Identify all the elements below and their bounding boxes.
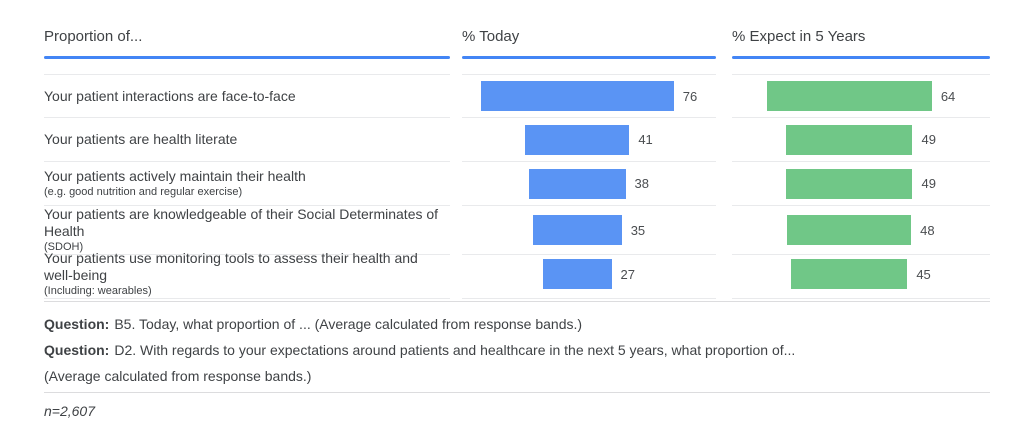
expect-bar-cell: 49 bbox=[732, 162, 990, 206]
expect-bar bbox=[766, 81, 932, 111]
row-label-cell: Your patients are health literate bbox=[44, 118, 450, 162]
row-label: Your patients actively maintain their he… bbox=[44, 168, 306, 184]
expect-bar-cell: 49 bbox=[732, 118, 990, 162]
column-header-proportion-of: Proportion of... bbox=[44, 28, 450, 59]
header-underline bbox=[732, 56, 990, 59]
column-gap bbox=[450, 28, 462, 59]
row-label-cell: Your patients are knowledgeable of their… bbox=[44, 206, 450, 255]
table-header: Proportion of... % Today % Expect in 5 Y… bbox=[44, 28, 990, 59]
question-1-text: B5. Today, what proportion of ... (Avera… bbox=[114, 316, 583, 332]
expect-bar-value: 45 bbox=[916, 266, 931, 282]
question-line-3: (Average calculated from response bands.… bbox=[44, 363, 990, 389]
question-footnotes: Question: B5. Today, what proportion of .… bbox=[44, 311, 990, 389]
today-bar bbox=[480, 81, 674, 111]
table-row: Your patients actively maintain their he… bbox=[44, 162, 990, 206]
today-bar-cell: 35 bbox=[462, 206, 716, 255]
row-sublabel: (SDOH) bbox=[44, 241, 84, 253]
column-gap bbox=[716, 250, 732, 299]
today-bar bbox=[542, 259, 612, 289]
table-row: Your patients are health literate 41 49 bbox=[44, 118, 990, 162]
footer-divider bbox=[44, 301, 990, 302]
row-sublabel: (e.g. good nutrition and regular exercis… bbox=[44, 186, 243, 198]
column-gap bbox=[450, 250, 462, 299]
sample-size: n=2,607 bbox=[44, 403, 95, 419]
table-row: Your patients use monitoring tools to as… bbox=[44, 250, 990, 299]
question-label: Question: bbox=[44, 316, 110, 332]
column-gap bbox=[450, 162, 462, 206]
expect-bar bbox=[786, 124, 913, 155]
today-bar bbox=[525, 124, 630, 155]
column-header-today-label: % Today bbox=[462, 28, 520, 45]
today-bar-value: 35 bbox=[630, 222, 646, 238]
column-gap bbox=[716, 74, 732, 118]
expect-bar bbox=[791, 259, 908, 289]
question-label: Question: bbox=[44, 342, 110, 358]
question-2-continuation: (Average calculated from response bands.… bbox=[44, 368, 312, 384]
patient-proportions-chart: Proportion of... % Today % Expect in 5 Y… bbox=[44, 28, 990, 419]
expect-bar-value: 49 bbox=[921, 176, 936, 191]
table-row: Your patient interactions are face-to-fa… bbox=[44, 74, 990, 118]
row-label: Your patients use monitoring tools to as… bbox=[44, 250, 418, 283]
expect-bar-cell: 45 bbox=[732, 250, 990, 299]
row-label: Your patients are knowledgeable of their… bbox=[44, 206, 439, 239]
today-bar-value: 41 bbox=[638, 132, 653, 147]
row-label: Your patient interactions are face-to-fa… bbox=[44, 87, 296, 104]
expect-bar-cell: 48 bbox=[732, 206, 990, 255]
expect-bar bbox=[786, 168, 913, 199]
today-bar-cell: 76 bbox=[462, 74, 716, 118]
today-bar-value: 27 bbox=[620, 266, 636, 282]
row-label-cell: Your patient interactions are face-to-fa… bbox=[44, 74, 450, 118]
expect-bar bbox=[787, 215, 912, 245]
header-underline bbox=[462, 56, 716, 59]
column-gap bbox=[450, 118, 462, 162]
today-bar-cell: 27 bbox=[462, 250, 716, 299]
row-sublabel: (Including: wearables) bbox=[44, 285, 152, 297]
column-header-today: % Today bbox=[462, 28, 716, 59]
column-header-expect: % Expect in 5 Years bbox=[732, 28, 990, 59]
today-bar-value: 38 bbox=[634, 176, 649, 191]
row-label: Your patients are health literate bbox=[44, 131, 238, 147]
today-bar bbox=[529, 168, 626, 199]
today-bar bbox=[532, 215, 622, 245]
question-line-1: Question: B5. Today, what proportion of .… bbox=[44, 311, 990, 337]
header-underline bbox=[44, 56, 450, 59]
sample-size-divider bbox=[44, 392, 990, 393]
column-gap bbox=[716, 118, 732, 162]
today-bar-value: 76 bbox=[682, 88, 698, 104]
expect-bar-cell: 64 bbox=[732, 74, 990, 118]
question-2-text: D2. With regards to your expectations ar… bbox=[114, 342, 796, 358]
row-label-cell: Your patients actively maintain their he… bbox=[44, 162, 450, 206]
expect-bar-value: 48 bbox=[920, 222, 935, 238]
column-gap bbox=[716, 28, 732, 59]
expect-bar-value: 49 bbox=[921, 132, 936, 147]
today-bar-cell: 38 bbox=[462, 162, 716, 206]
chart-rows: Your patient interactions are face-to-fa… bbox=[44, 74, 990, 299]
column-gap bbox=[716, 206, 732, 255]
table-row: Your patients are knowledgeable of their… bbox=[44, 206, 990, 255]
column-gap bbox=[450, 74, 462, 118]
today-bar-cell: 41 bbox=[462, 118, 716, 162]
column-gap bbox=[450, 206, 462, 255]
expect-bar-value: 64 bbox=[940, 88, 956, 104]
column-gap bbox=[716, 162, 732, 206]
row-label-cell: Your patients use monitoring tools to as… bbox=[44, 250, 450, 299]
column-header-proportion-of-label: Proportion of... bbox=[44, 28, 143, 45]
column-header-expect-label: % Expect in 5 Years bbox=[732, 28, 866, 45]
question-line-2: Question: D2. With regards to your expect… bbox=[44, 337, 990, 363]
